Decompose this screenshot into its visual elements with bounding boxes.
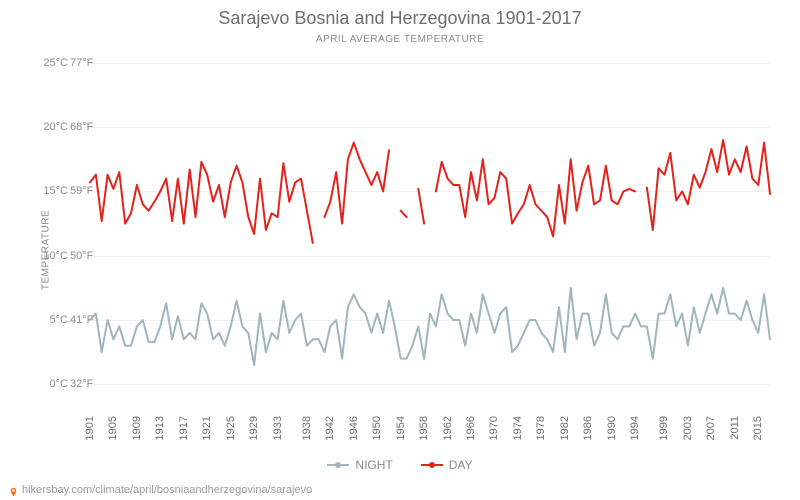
x-tick: 1962 — [442, 416, 454, 440]
y-tick-celsius: 25°C — [38, 57, 68, 69]
y-tick-celsius: 20°C — [38, 121, 68, 133]
x-tick: 1901 — [84, 416, 96, 440]
x-tick: 1970 — [488, 416, 500, 440]
x-tick: 1913 — [154, 416, 166, 440]
x-tick: 1974 — [512, 416, 524, 440]
x-tick: 1933 — [272, 416, 284, 440]
x-tick: 1978 — [535, 416, 547, 440]
temperature-chart: Sarajevo Bosnia and Herzegovina 1901-201… — [0, 0, 800, 500]
x-tick: 1909 — [131, 416, 143, 440]
chart-title: Sarajevo Bosnia and Herzegovina 1901-201… — [0, 8, 800, 29]
legend-swatch-icon — [327, 464, 349, 466]
x-tick: 1958 — [418, 416, 430, 440]
legend-label: NIGHT — [355, 458, 392, 472]
source-url: hikersbay.com/climate/april/bosniaandher… — [22, 484, 312, 496]
legend-item-night: NIGHT — [327, 458, 392, 472]
x-tick: 2007 — [705, 416, 717, 440]
x-tick: 1929 — [248, 416, 260, 440]
x-tick: 2011 — [729, 416, 741, 440]
x-tick: 1905 — [107, 416, 119, 440]
x-tick: 1990 — [606, 416, 618, 440]
y-tick-celsius: 0°C — [38, 378, 68, 390]
source-attribution: hikersbay.com/climate/april/bosniaandher… — [8, 484, 312, 496]
x-tick: 1994 — [629, 416, 641, 440]
x-tick: 1950 — [371, 416, 383, 440]
x-tick: 1986 — [582, 416, 594, 440]
x-tick: 1938 — [301, 416, 313, 440]
x-tick: 2003 — [682, 416, 694, 440]
x-tick: 1942 — [324, 416, 336, 440]
x-tick: 1999 — [658, 416, 670, 440]
plot-area: 0°C32°F5°C41°F10°C50°F15°C59°F20°C68°F25… — [90, 50, 770, 410]
legend: NIGHT DAY — [0, 458, 800, 472]
legend-label: DAY — [449, 458, 473, 472]
location-pin-icon — [8, 485, 18, 495]
y-tick-celsius: 10°C — [38, 250, 68, 262]
x-tick: 1954 — [395, 416, 407, 440]
x-tick: 1966 — [465, 416, 477, 440]
legend-swatch-icon — [421, 464, 443, 466]
y-tick-celsius: 5°C — [38, 314, 68, 326]
x-tick: 1921 — [201, 416, 213, 440]
x-tick: 2015 — [752, 416, 764, 440]
series-night — [90, 50, 770, 410]
x-tick: 1946 — [348, 416, 360, 440]
chart-subtitle: APRIL AVERAGE TEMPERATURE — [0, 34, 800, 45]
x-tick: 1925 — [225, 416, 237, 440]
y-tick-celsius: 15°C — [38, 185, 68, 197]
x-tick: 1982 — [559, 416, 571, 440]
x-tick: 1917 — [178, 416, 190, 440]
legend-item-day: DAY — [421, 458, 473, 472]
